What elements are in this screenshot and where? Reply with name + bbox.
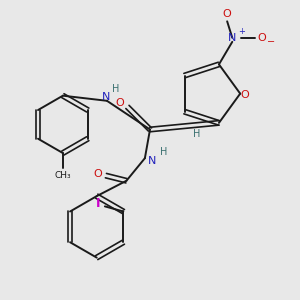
Text: N: N — [102, 92, 110, 102]
Text: O: O — [93, 169, 102, 178]
Text: −: − — [267, 37, 275, 47]
Text: O: O — [115, 98, 124, 108]
Text: O: O — [240, 90, 249, 100]
Text: N: N — [228, 33, 236, 43]
Text: +: + — [238, 27, 245, 36]
Text: H: H — [112, 83, 120, 94]
Text: H: H — [193, 129, 200, 140]
Text: O: O — [223, 9, 232, 19]
Text: H: H — [160, 147, 167, 157]
Text: I: I — [95, 197, 100, 210]
Text: O: O — [258, 33, 266, 43]
Text: CH₃: CH₃ — [55, 171, 71, 180]
Text: N: N — [148, 156, 156, 166]
